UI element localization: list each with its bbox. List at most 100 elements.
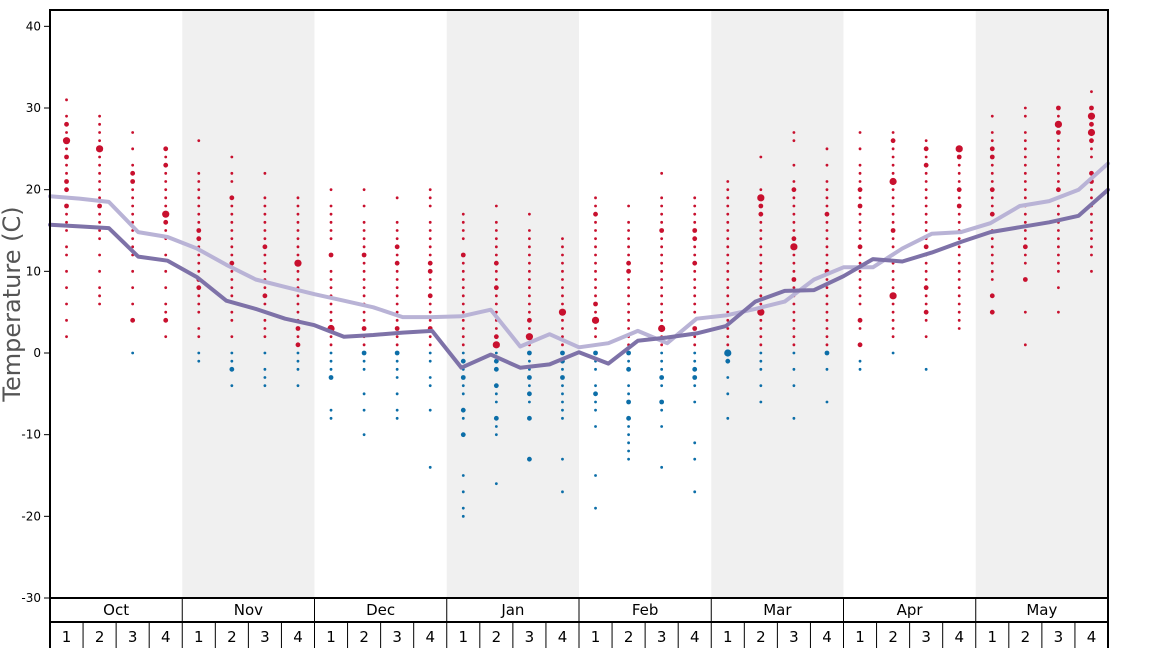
temperature-dot — [693, 441, 697, 445]
temperature-dot — [98, 253, 101, 257]
temperature-dot — [197, 269, 201, 273]
temperature-dot — [594, 425, 597, 428]
temperature-dot — [428, 318, 432, 322]
temperature-dot — [98, 163, 101, 167]
week-label: 1 — [591, 628, 601, 646]
temperature-dot — [627, 310, 630, 314]
temperature-dot — [1022, 244, 1028, 250]
temperature-dot — [263, 302, 267, 306]
temperature-dot — [1023, 196, 1027, 200]
temperature-dot — [1090, 147, 1093, 151]
temperature-dot — [593, 301, 598, 307]
temperature-dot — [263, 335, 267, 339]
temperature-dot — [825, 294, 829, 298]
temperature-dot — [825, 261, 829, 265]
temperature-dot — [594, 408, 597, 412]
temperature-dot — [790, 243, 798, 251]
temperature-dot — [428, 245, 432, 249]
temperature-dot — [693, 294, 697, 298]
temperature-dot — [1057, 245, 1060, 249]
temperature-dot — [395, 294, 399, 298]
temperature-dot — [759, 343, 763, 347]
temperature-dot — [923, 162, 929, 168]
temperature-dot — [924, 269, 928, 273]
temperature-dot — [263, 196, 267, 200]
temperature-dot — [97, 203, 102, 209]
temperature-dot — [726, 286, 730, 290]
temperature-dot — [791, 187, 797, 193]
temperature-dot — [362, 269, 366, 273]
temperature-dot — [163, 317, 169, 323]
temperature-dot — [296, 212, 300, 216]
temperature-dot — [824, 350, 830, 356]
temperature-dot — [1023, 155, 1027, 159]
temperature-dot — [362, 204, 366, 208]
temperature-dot — [989, 211, 995, 217]
temperature-dot — [329, 229, 333, 232]
temperature-dot — [759, 155, 763, 159]
temperature-dot — [494, 433, 498, 437]
week-label: 4 — [690, 628, 700, 646]
temperature-dot — [164, 229, 168, 232]
temperature-dot — [693, 343, 697, 347]
temperature-dot — [461, 302, 465, 306]
week-label: 3 — [260, 628, 270, 646]
week-label: 1 — [459, 628, 469, 646]
temperature-dot — [857, 342, 863, 348]
temperature-dot — [197, 139, 201, 143]
temperature-dot — [759, 367, 763, 371]
temperature-dot — [890, 228, 896, 233]
temperature-dot — [759, 335, 763, 339]
temperature-dot — [164, 155, 168, 159]
temperature-dot — [759, 269, 763, 273]
temperature-dot — [296, 335, 300, 339]
temperature-dot — [658, 324, 666, 333]
temperature-dot — [561, 335, 564, 339]
temperature-dot — [924, 204, 928, 208]
temperature-dot — [891, 196, 895, 200]
temperature-dot — [561, 245, 564, 249]
temperature-dot — [527, 391, 532, 397]
temperature-dot — [428, 253, 432, 257]
temperature-dot — [726, 229, 730, 232]
temperature-dot — [395, 359, 399, 363]
temperature-dot — [362, 367, 366, 371]
temperature-dot — [627, 237, 630, 241]
temperature-dot — [329, 188, 333, 192]
temperature-dot — [98, 237, 101, 241]
temperature-dot — [461, 212, 465, 216]
temperature-dot — [759, 286, 763, 290]
temperature-dot — [427, 260, 433, 266]
temperature-dot — [1056, 187, 1061, 193]
temperature-dot — [924, 171, 928, 175]
temperature-dot — [230, 294, 234, 298]
month-label-dec: Dec — [366, 601, 395, 619]
temperature-dot — [65, 147, 68, 151]
temperature-dot — [494, 253, 498, 257]
temperature-dot — [627, 449, 630, 453]
temperature-dot — [561, 416, 564, 420]
temperature-dot — [296, 204, 300, 208]
temperature-dot — [460, 252, 466, 258]
temperature-dot — [857, 317, 863, 323]
temperature-dot — [627, 220, 630, 224]
temperature-dot — [561, 253, 564, 257]
temperature-dot — [792, 212, 796, 216]
temperature-dot — [660, 302, 664, 306]
temperature-dot — [329, 408, 333, 412]
week-label: 3 — [789, 628, 799, 646]
temperature-dot — [64, 154, 69, 160]
temperature-dot — [395, 310, 399, 314]
temperature-dot — [858, 327, 862, 330]
temperature-dot — [98, 229, 101, 232]
temperature-dot — [990, 253, 994, 257]
temperature-dot — [428, 220, 432, 224]
temperature-dot — [825, 335, 829, 339]
temperature-dot — [759, 253, 763, 257]
temperature-dot — [329, 204, 333, 208]
temperature-dot — [395, 220, 399, 224]
temperature-dot — [726, 318, 730, 322]
temperature-dot — [493, 415, 499, 421]
temperature-dot — [362, 408, 366, 412]
temperature-dot — [196, 228, 202, 233]
